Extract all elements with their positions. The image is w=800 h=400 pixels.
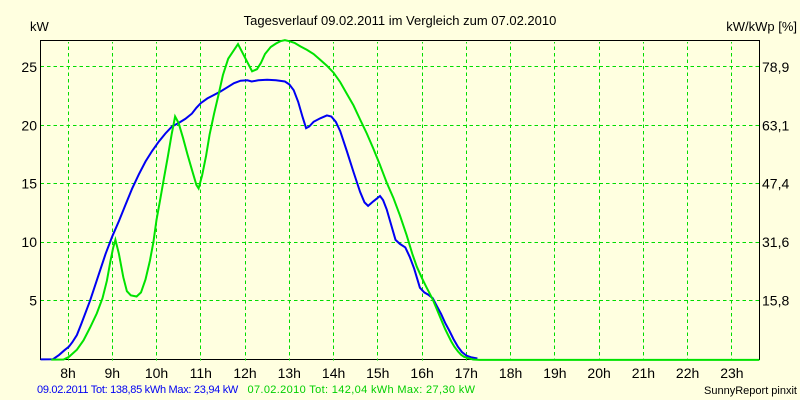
svg-text:kW/kWp [%]: kW/kWp [%]: [726, 19, 797, 34]
svg-text:18h: 18h: [499, 365, 522, 381]
svg-text:16h: 16h: [410, 365, 433, 381]
svg-text:13h: 13h: [278, 365, 301, 381]
svg-text:09.02.2011 Tot: 138,85 kWh Max: 09.02.2011 Tot: 138,85 kWh Max: 23,94 kW: [37, 384, 239, 396]
svg-text:25: 25: [21, 59, 37, 75]
svg-text:07.02.2010 Tot: 142,04 kWh Max: 07.02.2010 Tot: 142,04 kWh Max: 27,30 kW: [248, 384, 476, 396]
svg-text:8h: 8h: [60, 365, 76, 381]
svg-text:78,9: 78,9: [762, 59, 789, 75]
svg-text:17h: 17h: [455, 365, 478, 381]
svg-text:kW: kW: [30, 19, 50, 34]
svg-text:5: 5: [29, 293, 37, 309]
svg-text:11h: 11h: [190, 365, 212, 381]
svg-text:15,8: 15,8: [762, 293, 789, 309]
svg-text:14h: 14h: [322, 365, 345, 381]
svg-text:20: 20: [21, 117, 37, 133]
svg-text:10: 10: [21, 234, 37, 250]
svg-text:15h: 15h: [366, 365, 389, 381]
svg-text:9h: 9h: [105, 365, 121, 381]
svg-text:31,6: 31,6: [762, 234, 789, 250]
svg-text:20h: 20h: [587, 365, 610, 381]
svg-text:Tagesverlauf 09.02.2011 im Ver: Tagesverlauf 09.02.2011 im Vergleich zum…: [244, 13, 557, 28]
svg-text:10h: 10h: [145, 365, 168, 381]
svg-text:22h: 22h: [676, 365, 699, 381]
svg-text:SunnyReport pinxit: SunnyReport pinxit: [704, 385, 797, 397]
svg-text:47,4: 47,4: [762, 176, 789, 192]
svg-text:12h: 12h: [233, 365, 256, 381]
svg-text:19h: 19h: [543, 365, 566, 381]
svg-text:63,1: 63,1: [762, 117, 789, 133]
svg-text:21h: 21h: [632, 365, 655, 381]
svg-text:15: 15: [21, 176, 37, 192]
svg-text:23h: 23h: [720, 365, 743, 381]
